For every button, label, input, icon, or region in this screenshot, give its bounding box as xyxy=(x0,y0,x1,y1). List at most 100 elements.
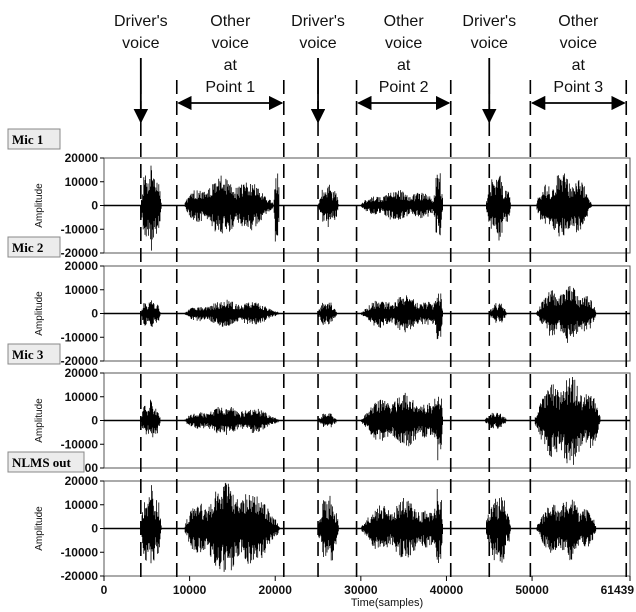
panel-label: Mic 2 xyxy=(7,236,61,258)
annotation-line: Point 1 xyxy=(205,79,255,96)
annotation-line: Driver's xyxy=(114,13,168,30)
y-tick-label: -10000 xyxy=(61,437,99,451)
x-tick-label: 61439 xyxy=(601,583,635,597)
annotation-line: Other xyxy=(384,13,425,30)
annotation-line: voice xyxy=(471,35,508,52)
waveform-segment xyxy=(317,302,337,325)
waveform-segment xyxy=(534,377,601,465)
waveform-segment xyxy=(433,293,443,340)
panel-label: Mic 1 xyxy=(7,128,61,150)
annotation-6: Other voice at Point 3 xyxy=(530,13,626,111)
annotation-line: Point 3 xyxy=(553,79,603,96)
y-tick-label: -20000 xyxy=(61,354,99,368)
x-tick-label: 10000 xyxy=(173,583,207,597)
panel-mic-3: Mic 3 20000 10000 0 -10000 -20000 Amplitude xyxy=(7,343,631,475)
annotation-line: at xyxy=(224,57,238,74)
waveform-segment xyxy=(361,498,443,558)
y-tick-label: -20000 xyxy=(61,246,99,260)
y-tick-label: 10000 xyxy=(65,390,99,404)
waveform-segment xyxy=(141,300,161,327)
y-tick-label: 10000 xyxy=(65,283,99,297)
waveform-segment xyxy=(433,173,443,236)
y-tick-label: 0 xyxy=(91,199,98,213)
panel-mic-1: Mic 1 20000 10000 0 -10000 -20000 Amplitude xyxy=(7,128,631,260)
waveform-segment xyxy=(318,413,337,428)
x-tick-label: 0 xyxy=(101,583,108,597)
annotation-line: at xyxy=(397,57,411,74)
y-tick-label: 20000 xyxy=(65,366,99,380)
panel-label-box xyxy=(7,128,61,150)
waveform-segment xyxy=(141,165,162,251)
annotation-line: voice xyxy=(212,35,249,52)
waveform-segment xyxy=(318,495,339,561)
annotation-1: Driver's voice xyxy=(114,13,168,124)
waveform-segment xyxy=(486,175,511,241)
waveform-segment xyxy=(536,173,592,237)
y-axis-label: Amplitude xyxy=(34,291,45,336)
annotation-line: Driver's xyxy=(462,13,516,30)
x-axis: 0 10000 20000 30000 40000 50000 61439 Time(samp… xyxy=(101,576,635,609)
annotations-layer: Driver's voice Other voice at Point 1 Driver's… xyxy=(114,13,626,124)
annotation-2: Other voice at Point 1 xyxy=(177,13,284,111)
x-tick-label: 20000 xyxy=(259,583,293,597)
y-tick-label: 0 xyxy=(91,522,98,536)
waveform-segment xyxy=(486,497,511,563)
waveform-segment xyxy=(184,299,280,327)
waveform-segment xyxy=(318,184,339,227)
y-tick-label: 0 xyxy=(91,414,98,428)
y-tick-label: 10000 xyxy=(65,175,99,189)
waveform-segment xyxy=(433,489,443,563)
y-axis-label: Amplitude xyxy=(34,506,45,551)
y-tick-label: -10000 xyxy=(61,330,99,344)
y-tick-label: 0 xyxy=(91,307,98,321)
annotation-line: voice xyxy=(122,35,159,52)
annotation-line: voice xyxy=(385,35,422,52)
annotation-line: Point 2 xyxy=(379,79,429,96)
waveform-segment xyxy=(433,396,443,461)
y-tick-label: -10000 xyxy=(61,222,99,236)
panel-label-text: Mic 3 xyxy=(12,347,44,362)
panel-label-box xyxy=(7,451,85,473)
y-tick-label: 20000 xyxy=(65,474,99,488)
annotation-line: voice xyxy=(299,35,336,52)
waveform-segment xyxy=(536,499,597,561)
panel-label-box xyxy=(7,236,61,258)
waveform-segment xyxy=(489,303,507,323)
panel-label: Mic 3 xyxy=(7,343,61,365)
waveform-segment xyxy=(184,175,274,234)
annotation-line: at xyxy=(572,57,586,74)
panel-label-text: Mic 1 xyxy=(12,132,43,147)
x-tick-label: 40000 xyxy=(430,583,464,597)
waveform-segment xyxy=(141,485,162,564)
waveform-segment xyxy=(141,399,161,438)
waveform-segment xyxy=(184,407,280,435)
waveform-segment xyxy=(361,190,443,220)
panel-nlms-out: NLMS out 20000 10000 0 -10000 -20000 Amplitude xyxy=(7,451,631,583)
waveform-segment xyxy=(361,392,443,447)
y-tick-label: 20000 xyxy=(65,259,99,273)
x-tick-label: 30000 xyxy=(344,583,378,597)
waveform-segment xyxy=(361,295,443,333)
panel-label-box xyxy=(7,343,61,365)
panels-layer: Mic 120000100000-10000-20000AmplitudeMic… xyxy=(7,128,631,583)
y-axis-label: Amplitude xyxy=(34,398,45,443)
panel-label-text: NLMS out xyxy=(12,455,72,470)
annotation-line: Driver's xyxy=(291,13,345,30)
annotation-line: voice xyxy=(560,35,597,52)
waveform-segment xyxy=(273,173,280,242)
y-axis-label: Amplitude xyxy=(34,183,45,228)
y-tick-label: -10000 xyxy=(61,545,99,559)
panel-label-text: Mic 2 xyxy=(12,240,43,255)
y-tick-label: -20000 xyxy=(61,569,99,583)
x-tick-label: 50000 xyxy=(515,583,549,597)
annotation-line: Other xyxy=(558,13,599,30)
x-axis-label: Time(samples) xyxy=(351,597,423,609)
panel-mic-2: Mic 2 20000 10000 0 -10000 -20000 Amplitude xyxy=(7,236,631,368)
waveform-segment xyxy=(536,286,597,343)
annotation-line: Other xyxy=(210,13,251,30)
panel-label: NLMS out xyxy=(7,451,85,473)
waveform-segment xyxy=(184,482,280,572)
annotation-4: Other voice at Point 2 xyxy=(357,13,451,111)
y-tick-label: 10000 xyxy=(65,498,99,512)
